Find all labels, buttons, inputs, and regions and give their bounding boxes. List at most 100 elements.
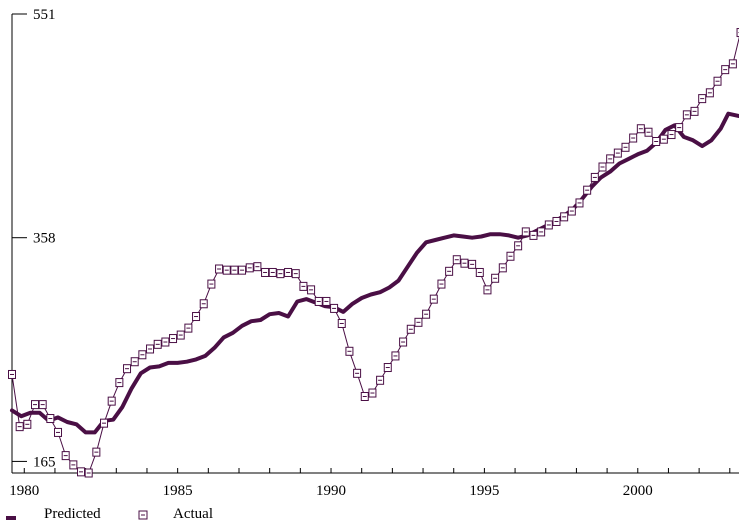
data-point-actual: [107, 396, 116, 406]
data-point-actual: [598, 162, 607, 172]
data-point-actual: [399, 337, 408, 347]
data-point-actual: [437, 279, 446, 289]
data-point-actual: [621, 142, 630, 152]
data-point-actual: [100, 418, 109, 428]
data-point-actual: [307, 285, 316, 295]
data-point-actual: [506, 251, 515, 261]
data-point-actual: [429, 294, 438, 304]
marker-square: [736, 28, 739, 38]
data-point-actual: [537, 227, 546, 237]
data-point-actual: [529, 230, 538, 240]
data-point-actual: [567, 206, 576, 216]
data-point-actual: [253, 262, 262, 272]
data-point-actual: [69, 460, 78, 470]
data-point-actual: [207, 279, 216, 289]
data-point-actual: [682, 110, 691, 120]
series-line-predicted: [10, 111, 739, 435]
data-point-actual: [54, 427, 63, 437]
y-tick-label: 165: [33, 454, 56, 470]
data-point-actual: [728, 59, 737, 69]
data-point-actual: [629, 133, 638, 143]
data-point-actual: [475, 267, 484, 277]
data-point-actual: [8, 369, 16, 379]
data-point-actual: [337, 318, 346, 328]
series-layer: [8, 28, 739, 478]
data-point-actual: [284, 267, 293, 277]
data-point-actual: [514, 241, 523, 251]
legend-swatch-line: [6, 516, 16, 520]
data-point-actual: [468, 259, 477, 269]
data-point-actual: [299, 281, 308, 291]
data-point-actual: [659, 134, 668, 144]
data-point-actual: [652, 137, 661, 146]
data-point-actual: [644, 127, 653, 137]
data-point-actual: [675, 123, 684, 133]
data-point-actual: [276, 269, 285, 279]
y-tick-label: 358: [33, 231, 56, 247]
data-point-actual: [406, 324, 415, 334]
x-tick-label: 1985: [163, 483, 193, 499]
data-point-actual: [383, 363, 392, 373]
chart-legend: Predicted Actual: [0, 505, 739, 525]
data-point-actual: [23, 419, 32, 429]
data-point-actual: [583, 185, 592, 195]
data-point-actual: [92, 447, 101, 457]
data-point-actual: [491, 273, 500, 283]
data-point-actual: [245, 263, 254, 273]
data-point-actual: [176, 330, 185, 340]
data-point-actual: [322, 296, 331, 306]
data-point-actual: [690, 106, 699, 116]
y-tick-label: 551: [33, 7, 56, 23]
data-point-actual: [452, 255, 461, 265]
x-tick-label: 2000: [623, 483, 653, 499]
data-point-actual: [192, 312, 201, 322]
data-point-actual: [353, 368, 362, 378]
data-point-actual: [146, 344, 155, 354]
data-point-actual: [498, 263, 507, 273]
data-point-actual: [291, 269, 300, 279]
data-point-actual: [445, 266, 454, 276]
data-point-actual: [560, 212, 569, 222]
data-point-actual: [161, 337, 170, 347]
x-tick-label: 1990: [316, 483, 346, 499]
data-point-actual: [123, 364, 132, 374]
data-point-actual: [521, 227, 530, 237]
data-point-actual: [345, 346, 354, 356]
data-point-actual: [268, 267, 277, 277]
chart-axes: [11, 13, 739, 474]
data-point-actual: [15, 422, 24, 432]
x-tick-label: 1995: [469, 483, 499, 499]
data-point-actual: [314, 296, 323, 306]
data-point-actual: [414, 317, 423, 327]
data-point-actual: [391, 351, 400, 361]
data-point-actual: [199, 299, 208, 309]
legend-label-actual: Actual: [173, 506, 213, 522]
tick-labels: 165 358 551 1980 1985 1990 1995 2000: [9, 7, 653, 499]
x-tick-label: 1980: [9, 483, 39, 499]
data-point-actual: [330, 303, 339, 313]
data-point-actual: [713, 76, 722, 86]
data-point-actual: [115, 378, 124, 388]
data-point-actual: [215, 264, 224, 274]
legend-label-predicted: Predicted: [44, 506, 101, 522]
data-point-actual: [153, 339, 162, 349]
data-point-actual: [61, 451, 70, 461]
data-point-actual: [721, 65, 730, 75]
data-point-actual: [360, 392, 369, 401]
data-point-actual: [705, 88, 714, 98]
line-chart: 165 358 551 1980 1985 1990 1995 2000: [8, 7, 739, 499]
data-point-actual: [261, 267, 270, 277]
data-point-actual: [169, 334, 178, 344]
data-point-actual: [376, 375, 385, 385]
data-point-actual: [138, 350, 147, 360]
data-point-actual: [238, 265, 247, 275]
data-point-actual: [230, 265, 239, 275]
data-point-actual: [698, 94, 707, 104]
data-point-actual: [460, 258, 469, 268]
data-point-actual: [84, 468, 93, 478]
data-point-actual: [422, 309, 431, 319]
data-point-actual: [613, 148, 622, 158]
legend-swatch-square-marker: [138, 510, 148, 520]
data-point-actual: [368, 388, 377, 398]
data-point-actual: [483, 285, 492, 295]
